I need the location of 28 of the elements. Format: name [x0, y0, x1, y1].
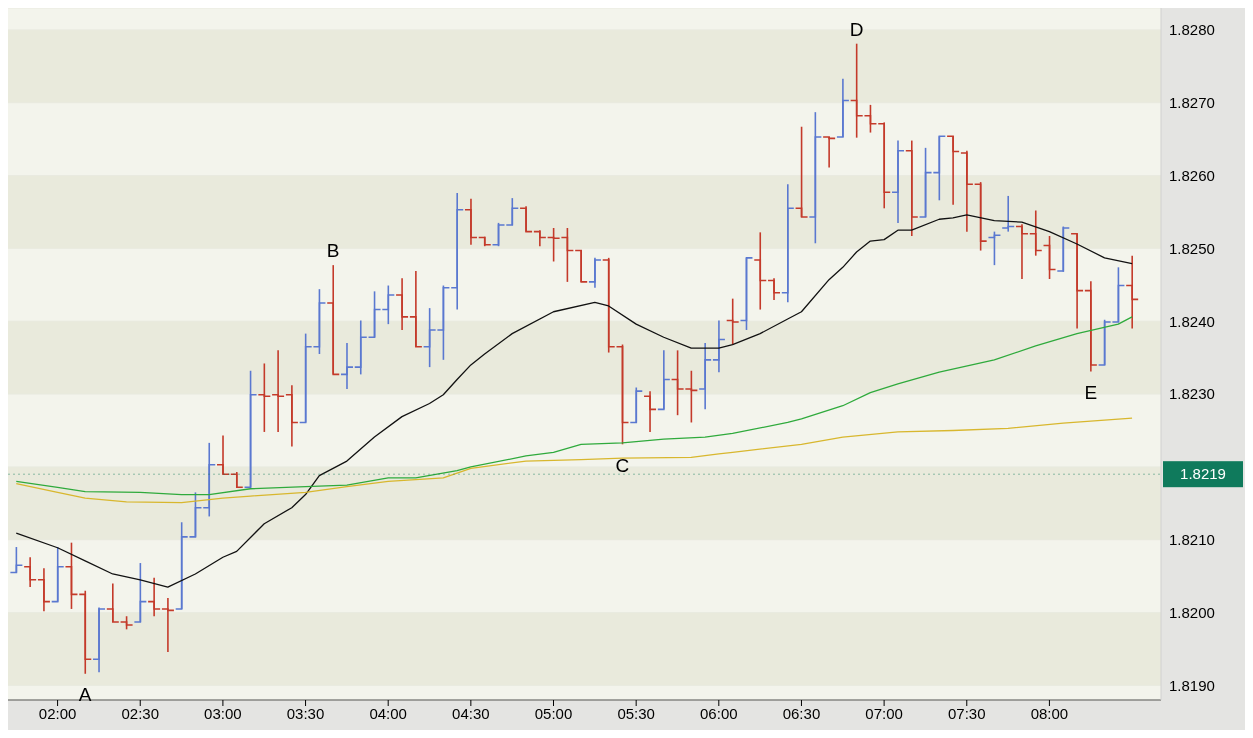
y-tick-label: 1.8270 [1169, 94, 1215, 112]
annotation: E [1084, 381, 1098, 403]
x-tick-label: 03:00 [204, 704, 242, 722]
x-tick-label: 06:00 [700, 704, 738, 722]
y-tick-label: 1.8190 [1169, 676, 1215, 694]
y-tick-label: 1.8210 [1169, 531, 1215, 549]
y-tick-label: 1.8250 [1169, 239, 1215, 257]
y-tick-label: 1.8280 [1169, 21, 1215, 39]
y-tick-label: 1.8200 [1169, 603, 1215, 621]
annotation: D [849, 18, 864, 40]
x-tick-label: 04:00 [369, 704, 407, 722]
annotation: B [326, 240, 340, 262]
x-tick-label: 08:00 [1030, 704, 1069, 722]
x-tick-label: 02:00 [38, 704, 77, 722]
x-tick-label: 04:30 [452, 704, 490, 722]
x-tick-label: 03:30 [286, 704, 325, 722]
annotation: A [78, 684, 92, 706]
y-tick-label: 1.8240 [1169, 312, 1215, 330]
x-tick-label: 02:30 [121, 704, 160, 722]
x-tick-label: 07:00 [865, 704, 903, 722]
x-tick-label: 05:00 [534, 704, 573, 722]
x-tick-label: 07:30 [947, 704, 986, 722]
ref-line-label: 1.8219 [1180, 465, 1226, 483]
annotation: C [615, 454, 630, 476]
x-tick-label: 05:30 [617, 704, 655, 722]
y-tick-label: 1.8260 [1169, 166, 1215, 184]
y-tick-label: 1.8230 [1169, 385, 1215, 403]
x-tick-label: 06:30 [782, 704, 821, 722]
